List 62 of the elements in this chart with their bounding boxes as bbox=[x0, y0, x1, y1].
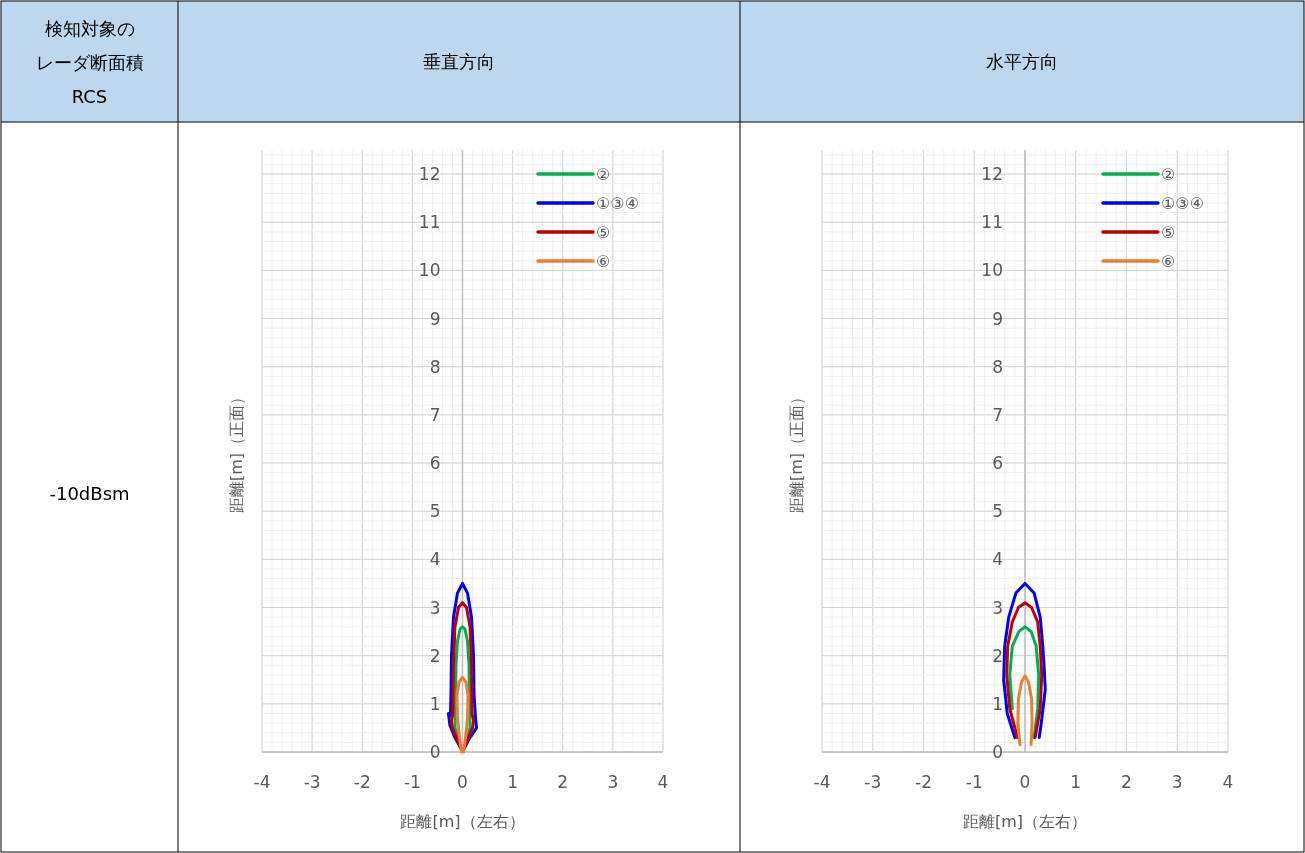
x-tick-label: -1 bbox=[403, 772, 421, 792]
x-axis-title: 距離[m]（左右） bbox=[400, 812, 525, 831]
legend-label: ⑥ bbox=[596, 252, 611, 271]
x-tick-label: -1 bbox=[965, 772, 983, 792]
x-tick-label: 2 bbox=[1121, 772, 1132, 792]
y-tick-label: 2 bbox=[992, 645, 1003, 666]
y-tick-label: 1 bbox=[992, 693, 1003, 714]
legend-label: ② bbox=[596, 165, 611, 184]
x-tick-label: -3 bbox=[303, 772, 321, 792]
x-tick-label: -4 bbox=[813, 772, 831, 792]
x-tick-label: -2 bbox=[353, 772, 371, 792]
x-tick-label: 1 bbox=[1070, 772, 1082, 792]
y-tick-label: 6 bbox=[429, 453, 441, 474]
y-tick-label: 9 bbox=[429, 308, 441, 329]
text: レーダ断面積 bbox=[35, 52, 144, 73]
x-tick-label: 0 bbox=[1019, 772, 1031, 792]
y-tick-label: 5 bbox=[429, 501, 441, 522]
text: -10dBsm bbox=[49, 483, 130, 504]
y-tick-label: 11 bbox=[981, 212, 1003, 233]
y-axis-title: 距離[m]（正面） bbox=[227, 388, 246, 514]
chart-title: 垂直方向 bbox=[423, 51, 495, 72]
y-tick-label: 0 bbox=[992, 742, 1003, 762]
x-tick-label: 4 bbox=[657, 772, 669, 792]
x-axis-title: 距離[m]（左右） bbox=[962, 812, 1088, 831]
x-tick-label: 3 bbox=[1171, 772, 1183, 792]
text: 検知対象の bbox=[44, 18, 135, 39]
y-tick-label: 4 bbox=[429, 549, 441, 570]
y-tick-label: 2 bbox=[429, 645, 441, 666]
y-tick-label: 6 bbox=[992, 453, 1003, 474]
chart-title: 水平方向 bbox=[986, 51, 1058, 72]
x-tick-label: 3 bbox=[607, 772, 619, 792]
legend-label: ⑤ bbox=[596, 223, 611, 242]
legend-label: ⑥ bbox=[1161, 252, 1176, 271]
y-tick-label: 7 bbox=[429, 404, 441, 425]
x-tick-label: 0 bbox=[457, 772, 468, 792]
legend-label: ①③④ bbox=[596, 194, 640, 213]
x-tick-label: -3 bbox=[864, 772, 882, 792]
y-tick-label: 8 bbox=[429, 356, 441, 377]
y-tick-label: 3 bbox=[992, 597, 1003, 618]
y-tick-label: 11 bbox=[418, 212, 441, 233]
x-tick-label: 1 bbox=[507, 772, 519, 792]
y-tick-label: 8 bbox=[992, 356, 1003, 377]
y-axis-title: 距離[m]（正面） bbox=[787, 388, 806, 514]
y-tick-label: 4 bbox=[992, 549, 1003, 570]
y-tick-label: 10 bbox=[418, 260, 441, 281]
x-tick-label: 2 bbox=[557, 772, 569, 792]
y-tick-label: 1 bbox=[429, 693, 441, 714]
y-tick-label: 7 bbox=[992, 404, 1003, 425]
y-tick-label: 12 bbox=[418, 164, 441, 185]
y-tick-label: 12 bbox=[981, 164, 1003, 185]
legend-label: ② bbox=[1161, 165, 1176, 184]
legend-label: ⑤ bbox=[1161, 223, 1176, 242]
y-tick-label: 0 bbox=[429, 742, 441, 762]
x-tick-label: 4 bbox=[1222, 772, 1234, 792]
y-tick-label: 9 bbox=[992, 308, 1003, 329]
text: RCS bbox=[71, 86, 108, 107]
x-tick-label: -4 bbox=[253, 772, 271, 792]
x-tick-label: -2 bbox=[915, 772, 932, 792]
y-tick-label: 5 bbox=[992, 501, 1003, 522]
y-tick-label: 10 bbox=[981, 260, 1003, 281]
legend-label: ①③④ bbox=[1161, 194, 1205, 213]
y-tick-label: 3 bbox=[429, 597, 441, 618]
